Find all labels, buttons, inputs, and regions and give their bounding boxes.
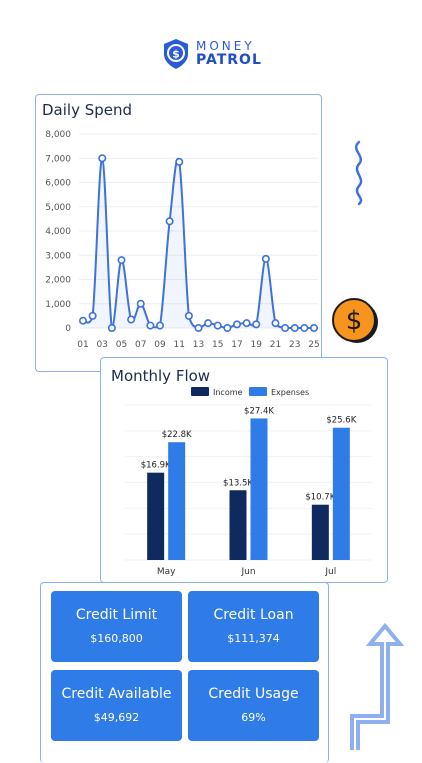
legend-income-label: Income xyxy=(213,388,243,397)
shield-dollar-icon: $ xyxy=(164,39,188,69)
up-arrow-decoration xyxy=(350,622,405,750)
legend-income[interactable]: Income xyxy=(191,387,242,397)
coin-symbol: $ xyxy=(346,306,363,336)
credit-loan-title: Credit Loan xyxy=(213,607,294,623)
credit-available-value: $49,692 xyxy=(93,711,140,724)
daily-spend-card[interactable]: Daily Spend xyxy=(35,94,322,372)
credit-limit-value: $160,800 xyxy=(90,632,143,645)
money-patrol-logo: $ MONEY PATROL xyxy=(162,38,272,72)
credit-usage-value: 69% xyxy=(241,711,266,724)
credit-available-tile[interactable]: Credit Available $49,692 xyxy=(51,670,182,741)
legend-expenses-swatch xyxy=(249,387,267,396)
credit-limit-tile[interactable]: Credit Limit $160,800 xyxy=(51,591,182,662)
legend-expenses[interactable]: Expenses xyxy=(249,387,309,397)
daily-spend-title: Daily Spend xyxy=(42,101,133,119)
brand-line1: MONEY xyxy=(196,39,255,53)
dollar-coin-icon: $ xyxy=(332,298,378,343)
monthly-flow-card[interactable]: Monthly Flow xyxy=(100,357,388,583)
svg-text:$: $ xyxy=(172,48,180,61)
credit-loan-tile[interactable]: Credit Loan $111,374 xyxy=(188,591,319,662)
credit-available-title: Credit Available xyxy=(61,686,172,702)
squiggle-decoration xyxy=(354,140,363,206)
monthly-flow-title: Monthly Flow xyxy=(111,367,211,385)
legend-income-swatch xyxy=(191,387,209,396)
credit-loan-value: $111,374 xyxy=(227,632,280,645)
credit-usage-tile[interactable]: Credit Usage 69% xyxy=(188,670,319,741)
brand-line2: PATROL xyxy=(196,52,262,68)
credit-limit-title: Credit Limit xyxy=(75,607,158,623)
credit-usage-title: Credit Usage xyxy=(208,686,299,702)
legend-expenses-label: Expenses xyxy=(271,388,310,397)
